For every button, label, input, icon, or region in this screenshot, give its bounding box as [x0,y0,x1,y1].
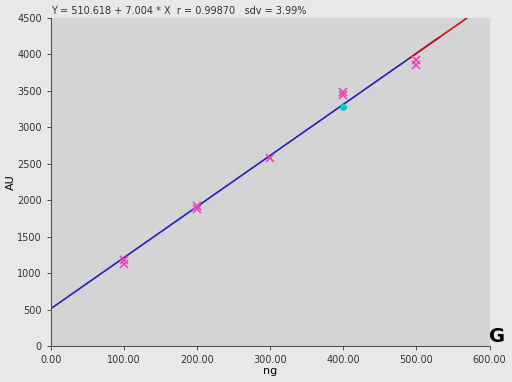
Y-axis label: AU: AU [6,174,15,190]
X-axis label: ng: ng [263,366,278,376]
Text: G: G [488,327,505,346]
Text: Y = 510.618 + 7.004 * X  r = 0.99870   sdv = 3.99%: Y = 510.618 + 7.004 * X r = 0.99870 sdv … [51,6,306,16]
